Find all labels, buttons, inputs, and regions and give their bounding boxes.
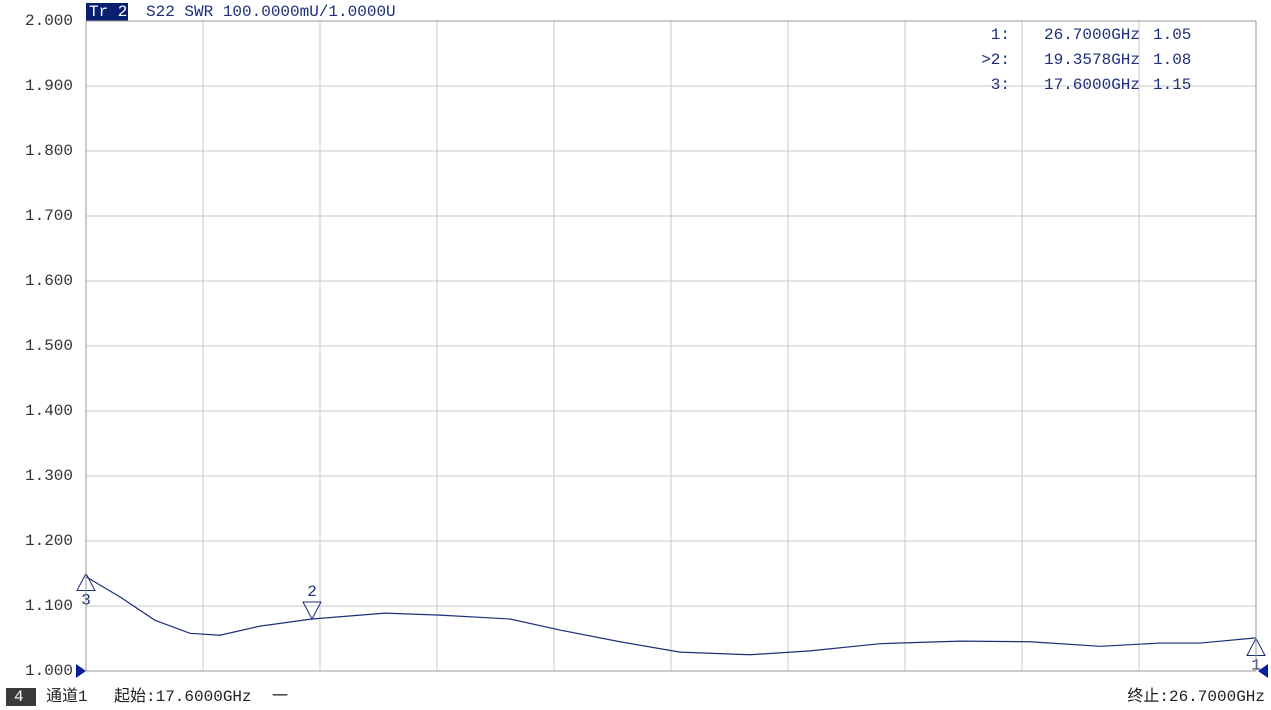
marker-id: 1: <box>991 26 1010 44</box>
y-tick-label: 1.300 <box>25 467 73 485</box>
marker-frequency: 17.6000GHz <box>1044 76 1140 94</box>
stop-frequency: 终止:26.7000GHz <box>1127 687 1265 706</box>
channel-badge <box>6 688 36 706</box>
channel-name: 通道1 <box>46 687 88 706</box>
y-tick-label: 1.400 <box>25 402 73 420</box>
y-tick-label: 1.500 <box>25 337 73 355</box>
y-tick-label: 1.800 <box>25 142 73 160</box>
y-tick-label: 2.000 <box>25 12 73 30</box>
marker-value: 1.15 <box>1153 76 1191 94</box>
marker-triangle <box>302 601 322 621</box>
trace-badge <box>86 3 128 21</box>
y-tick-label: 1.600 <box>25 272 73 290</box>
start-frequency: 起始:17.6000GHz <box>114 687 252 706</box>
marker-tag: 2 <box>307 583 317 601</box>
y-tick-label: 1.100 <box>25 597 73 615</box>
marker-id: 3: <box>991 76 1010 94</box>
y-tick-label: 1.700 <box>25 207 73 225</box>
y-tick-label: 1.000 <box>25 662 73 680</box>
marker-value: 1.08 <box>1153 51 1191 69</box>
marker-frequency: 19.3578GHz <box>1044 51 1140 69</box>
axis-pointer <box>76 664 86 678</box>
axis-pointer <box>1258 664 1268 678</box>
marker-id: >2: <box>981 51 1010 69</box>
trace-line <box>85 576 1257 656</box>
y-tick-label: 1.200 <box>25 532 73 550</box>
separator: 一 <box>272 688 288 706</box>
trace-label: Tr 2 <box>89 3 127 21</box>
marker-value: 1.05 <box>1153 26 1191 44</box>
y-tick-label: 1.900 <box>25 77 73 95</box>
channel-number: 4 <box>14 688 24 706</box>
marker-frequency: 26.7000GHz <box>1044 26 1140 44</box>
trace-info: S22 SWR 100.0000mU/1.0000U <box>146 3 396 21</box>
